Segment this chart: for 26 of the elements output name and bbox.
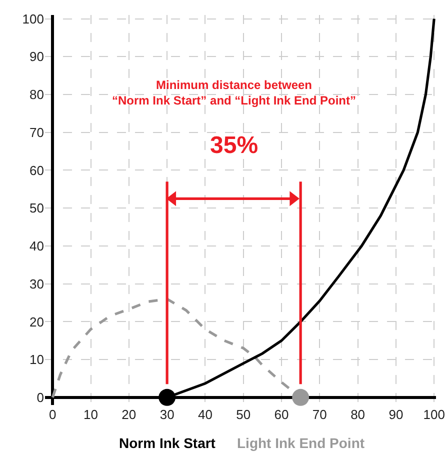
x-tick-label: 30 [160,407,174,422]
x-tick-label: 90 [388,407,404,422]
y-tick-label: 90 [30,49,44,64]
x-tick-label: 100 [423,407,445,422]
y-tick-label: 10 [30,352,44,368]
y-tick-label: 40 [30,238,44,254]
x-tick-label: 60 [274,407,289,422]
x-tick-label: 10 [84,407,98,422]
text: Norm Ink Start [119,435,216,451]
annotation: 35% [210,132,258,159]
text: Light Ink End Point [237,435,365,451]
x-tick-label: 70 [312,407,327,422]
y-tick-label: 100 [22,11,44,26]
y-tick-label: 60 [30,162,44,178]
annotation: Minimum distance between “Norm Ink Start” and “Light Ink End Point” [112,78,356,108]
x-tick-label: 80 [350,407,366,422]
y-tick-label: 30 [30,276,44,292]
y-tick-label: 70 [30,124,44,140]
y-tick-label: 50 [30,200,44,216]
x-tick-label: 20 [122,407,136,422]
y-tick-label: 0 [36,390,44,405]
y-tick-label: 80 [30,87,44,102]
y-tick-label: 20 [30,314,44,330]
x-tick-label: 0 [49,407,56,422]
x-tick-label: 50 [236,407,251,422]
x-tick-label: 40 [198,407,212,422]
